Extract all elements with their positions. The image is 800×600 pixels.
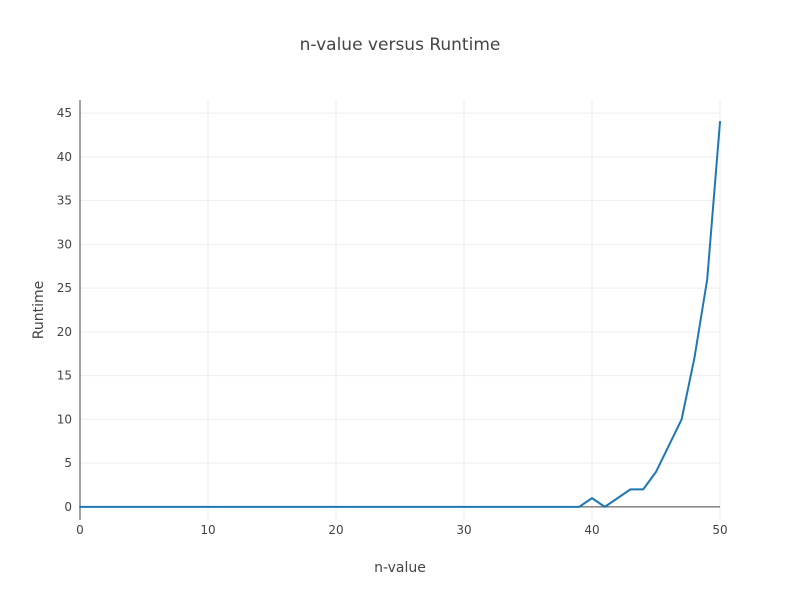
y-axis-title: Runtime [31,281,47,339]
x-tick-label: 20 [328,523,343,537]
y-tick-label: 15 [57,369,72,383]
series-line [79,120,721,508]
series [79,120,721,508]
axes [79,100,720,520]
y-tick-label: 5 [64,456,72,470]
x-tick-label: 0 [76,523,84,537]
y-tick-label: 30 [57,237,72,251]
x-tick-label: 10 [200,523,215,537]
tick-labels: 0 10 20 30 40 50 0 5 10 15 20 25 30 35 40 45 [57,106,728,537]
x-tick-label: 40 [584,523,599,537]
x-tick-label: 30 [456,523,471,537]
x-tick-label: 50 [712,523,727,537]
chart-title: n-value versus Runtime [300,35,501,55]
y-tick-label: 40 [57,150,72,164]
y-tick-label: 35 [57,194,72,208]
y-tick-label: 0 [64,500,72,514]
y-tick-label: 45 [57,106,72,120]
x-axis-title: n-value [374,560,426,576]
grid [80,100,721,520]
y-tick-label: 10 [57,412,72,426]
y-tick-label: 25 [57,281,72,295]
y-tick-label: 20 [57,325,72,339]
